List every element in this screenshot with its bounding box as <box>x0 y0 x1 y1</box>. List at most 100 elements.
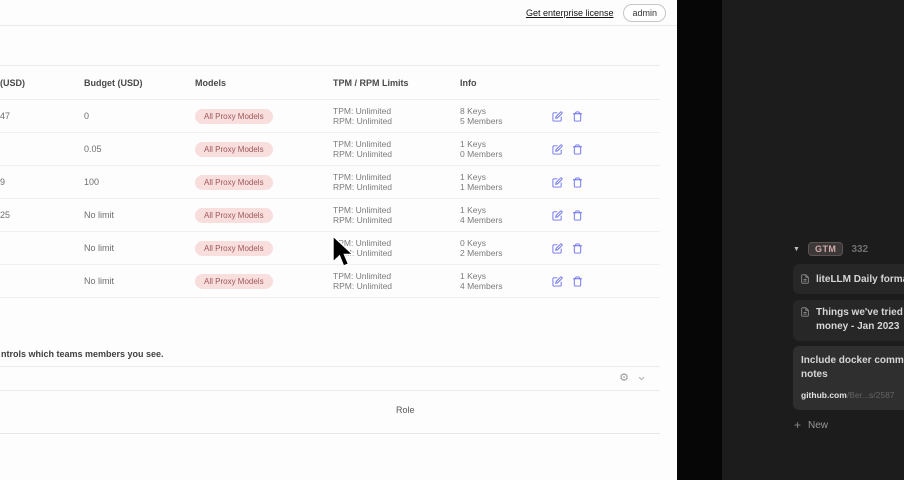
group-count: 332 <box>851 243 869 255</box>
row-actions <box>552 110 612 122</box>
models-cell: All Proxy Models <box>195 108 333 124</box>
black-gap <box>677 0 722 480</box>
document-icon <box>800 273 810 285</box>
table-row[interactable]: 47 0 All Proxy Models TPM: Unlimited RPM:… <box>0 100 660 133</box>
plus-icon: + <box>794 418 802 432</box>
row-actions <box>552 143 612 155</box>
all-proxy-models-badge: All Proxy Models <box>195 273 273 289</box>
spend-cell: 47 <box>0 111 11 121</box>
get-enterprise-license-link[interactable]: Get enterprise license <box>525 7 614 18</box>
collapse-triangle-icon[interactable]: ▼ <box>793 245 800 253</box>
col-header-models: Models <box>195 77 227 88</box>
group-header[interactable]: ▼ GTM 332 <box>793 242 868 256</box>
note-card-selected[interactable]: Include docker comma notes github.com/Be… <box>793 346 904 410</box>
note-title: Include docker comma <box>801 355 904 366</box>
table-row[interactable]: 0.05 All Proxy Models TPM: Unlimited RPM:… <box>0 133 660 166</box>
note-title-line2: notes <box>801 369 828 380</box>
teams-table: (USD) Budget (USD) Models TPM / RPM Limi… <box>0 65 660 298</box>
col-header-budget: Budget (USD) <box>84 77 143 88</box>
edit-team-icon[interactable] <box>552 110 563 122</box>
tpm-rpm-cell: TPM: Unlimited RPM: Unlimited <box>333 205 460 225</box>
notes-side-panel: ▼ GTM 332 liteLLM Daily forma Things we'… <box>722 0 904 480</box>
table-header-row: (USD) Budget (USD) Models TPM / RPM Limi… <box>0 66 660 100</box>
models-cell: All Proxy Models <box>195 273 333 289</box>
edit-team-icon[interactable] <box>552 275 563 287</box>
role-column-header: Role <box>396 405 415 415</box>
new-note-button[interactable]: + New <box>794 419 828 431</box>
keys-count: 8 Keys <box>460 106 486 116</box>
spend-cell: 9 <box>0 177 6 187</box>
note-card[interactable]: Things we've tried money - Jan 2023 <box>793 300 904 341</box>
note-title: liteLLM Daily forma <box>816 273 904 285</box>
gtm-group-badge[interactable]: GTM <box>807 242 844 256</box>
rpm-limit: RPM: Unlimited <box>333 248 393 258</box>
members-count: 1 Members <box>460 182 503 192</box>
models-cell: All Proxy Models <box>195 141 333 157</box>
row-actions <box>552 242 612 254</box>
note-title-line2: money - Jan 2023 <box>816 321 900 332</box>
new-note-label: New <box>808 419 829 431</box>
edit-team-icon[interactable] <box>552 242 563 254</box>
note-title: Things we've tried <box>816 307 903 318</box>
table-row[interactable]: 9 100 All Proxy Models TPM: Unlimited RPM… <box>0 166 660 199</box>
note-card[interactable]: liteLLM Daily forma <box>793 264 904 294</box>
tpm-limit: TPM: Unlimited <box>333 238 392 248</box>
all-proxy-models-badge: All Proxy Models <box>195 108 273 124</box>
admin-dashboard: Get enterprise license admin (USD) Budge… <box>0 0 677 434</box>
models-cell: All Proxy Models <box>195 174 333 190</box>
info-cell: 0 Keys 2 Members <box>460 238 552 258</box>
delete-team-icon[interactable] <box>572 209 583 221</box>
keys-count: 1 Keys <box>460 139 486 149</box>
budget-cell: No limit <box>84 276 115 286</box>
table-row[interactable]: No limit All Proxy Models TPM: Unlimited… <box>0 232 660 265</box>
edit-team-icon[interactable] <box>552 209 563 221</box>
budget-cell: No limit <box>84 243 115 253</box>
collapsed-settings-panel[interactable]: ⚙ <box>0 366 660 391</box>
tpm-rpm-cell: TPM: Unlimited RPM: Unlimited <box>333 238 460 258</box>
col-header-tpm-rpm: TPM / RPM Limits <box>333 77 409 88</box>
tpm-limit: TPM: Unlimited <box>333 271 392 281</box>
budget-cell: 0 <box>84 111 90 121</box>
rpm-limit: RPM: Unlimited <box>333 149 393 159</box>
tpm-limit: TPM: Unlimited <box>333 106 392 116</box>
budget-cell: No limit <box>84 210 115 220</box>
keys-count: 0 Keys <box>460 238 486 248</box>
gear-icon[interactable]: ⚙ <box>619 372 629 384</box>
link-path: /Ber...s/2587 <box>846 390 895 400</box>
info-cell: 1 Keys 4 Members <box>460 271 552 291</box>
tpm-rpm-cell: TPM: Unlimited RPM: Unlimited <box>333 271 460 291</box>
keys-count: 1 Keys <box>460 172 486 182</box>
delete-team-icon[interactable] <box>572 176 583 188</box>
delete-team-icon[interactable] <box>572 143 583 155</box>
members-count: 0 Members <box>460 149 503 159</box>
models-cell: All Proxy Models <box>195 240 333 256</box>
note-source-link[interactable]: github.com/Ber...s/2587 <box>801 390 904 400</box>
tpm-limit: TPM: Unlimited <box>333 172 392 182</box>
col-header-spend: (USD) <box>0 77 25 88</box>
document-icon <box>800 306 810 341</box>
budget-cell: 0.05 <box>84 144 102 154</box>
table-row[interactable]: 25 No limit All Proxy Models TPM: Unlimi… <box>0 199 660 232</box>
chevron-down-icon[interactable] <box>637 374 646 383</box>
edit-team-icon[interactable] <box>552 176 563 188</box>
delete-team-icon[interactable] <box>572 242 583 254</box>
top-bar: Get enterprise license admin <box>0 0 677 26</box>
delete-team-icon[interactable] <box>572 110 583 122</box>
rpm-limit: RPM: Unlimited <box>333 215 393 225</box>
keys-count: 1 Keys <box>460 271 486 281</box>
row-actions <box>552 275 612 287</box>
spend-cell: 25 <box>0 210 11 220</box>
all-proxy-models-badge: All Proxy Models <box>195 174 273 190</box>
delete-team-icon[interactable] <box>572 275 583 287</box>
info-cell: 8 Keys 5 Members <box>460 106 552 126</box>
role-header-row: Role <box>0 402 660 418</box>
row-actions <box>552 176 612 188</box>
members-count: 4 Members <box>460 281 503 291</box>
admin-user-button[interactable]: admin <box>623 3 666 22</box>
info-cell: 1 Keys 4 Members <box>460 205 552 225</box>
table-row[interactable]: No limit All Proxy Models TPM: Unlimited… <box>0 265 660 298</box>
edit-team-icon[interactable] <box>552 143 563 155</box>
rpm-limit: RPM: Unlimited <box>333 116 393 126</box>
all-proxy-models-badge: All Proxy Models <box>195 240 273 256</box>
rpm-limit: RPM: Unlimited <box>333 281 393 291</box>
